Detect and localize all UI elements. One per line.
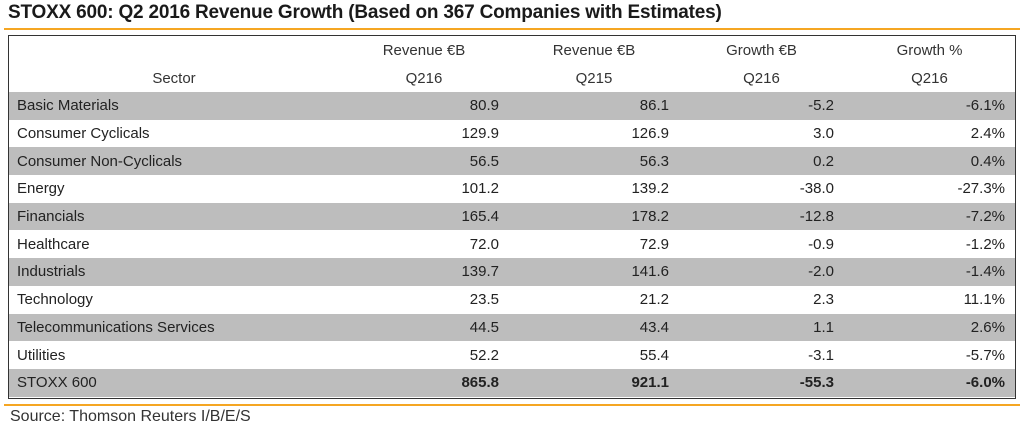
- table-header: Revenue €B Revenue €B Growth €B Growth %…: [9, 36, 1015, 92]
- sector-cell: Telecommunications Services: [9, 313, 339, 342]
- growth-eb-cell: 1.1: [679, 313, 844, 342]
- total-growth-eb-cell: -55.3: [679, 368, 844, 397]
- table-row: Consumer Non-Cyclicals 56.5 56.3 0.2 0.4%: [9, 147, 1015, 176]
- total-row: STOXX 600 865.8 921.1 -55.3 -6.0%: [9, 368, 1015, 397]
- rev-q216-cell: 23.5: [469, 291, 499, 309]
- table-row: Healthcare 72.0 72.9 -0.9 -1.2%: [9, 230, 1015, 258]
- growth-eb-cell: -0.9: [808, 235, 834, 253]
- growth-pct-cell: -1.2%: [965, 235, 1005, 253]
- table-row: Technology 23.5 21.2 2.3 11.1%: [9, 286, 1015, 314]
- header-growth-eb-line1: Growth €B: [726, 41, 797, 59]
- table-row: Consumer Cyclicals 129.9 126.9 3.0 2.4%: [9, 120, 1015, 148]
- rev-q215-cell: 55.4: [639, 346, 669, 364]
- growth-eb-cell: 3.0: [813, 125, 834, 143]
- header-sector-line2: Sector: [152, 69, 196, 87]
- header-rev-q215-line1: Revenue €B: [552, 41, 636, 59]
- growth-eb-cell: 2.3: [813, 291, 834, 309]
- sector-cell: Energy: [17, 180, 65, 198]
- total-rev-q216-cell: 865.8: [339, 368, 509, 397]
- rev-q215-cell: 141.6: [509, 258, 679, 286]
- growth-eb-cell: -3.1: [808, 346, 834, 364]
- header-rev-q216-line2: Q216: [405, 69, 443, 87]
- sector-cell: Utilities: [17, 346, 66, 364]
- growth-pct-cell: -27.3%: [957, 180, 1005, 198]
- sector-cell: Industrials: [9, 258, 339, 286]
- header-growth-pct-line1: Growth %: [896, 41, 963, 59]
- growth-eb-cell: -12.8: [679, 202, 844, 231]
- growth-pct-cell: -1.4%: [844, 258, 1015, 286]
- rev-q216-cell: 165.4: [339, 202, 509, 231]
- table-row: Energy 101.2 139.2 -38.0 -27.3%: [9, 175, 1015, 203]
- growth-pct-cell: -6.1%: [844, 92, 1015, 120]
- total-growth-pct-cell: -6.0%: [844, 368, 1015, 397]
- rev-q216-cell: 129.9: [461, 125, 499, 143]
- table-row: Basic Materials 80.9 86.1 -5.2 -6.1%: [9, 92, 1015, 120]
- header-rev-q216-line1: Revenue €B: [382, 41, 466, 59]
- rev-q215-cell: 72.9: [639, 235, 669, 253]
- growth-eb-cell: 0.2: [679, 147, 844, 176]
- growth-eb-cell: -38.0: [799, 180, 834, 198]
- sector-cell: Consumer Cyclicals: [17, 125, 150, 143]
- table-body: Basic Materials 80.9 86.1 -5.2 -6.1% Consumer…: [9, 92, 1015, 397]
- sector-cell: Consumer Non-Cyclicals: [9, 147, 339, 176]
- growth-pct-cell: 2.4%: [970, 125, 1005, 143]
- rev-q216-cell: 72.0: [469, 235, 499, 253]
- rev-q216-cell: 44.5: [339, 313, 509, 342]
- rev-q215-cell: 86.1: [509, 92, 679, 120]
- top-accent-rule: [4, 28, 1020, 30]
- growth-eb-cell: -2.0: [679, 258, 844, 286]
- growth-eb-cell: -5.2: [679, 92, 844, 120]
- rev-q216-cell: 52.2: [469, 346, 499, 364]
- growth-pct-cell: 11.1%: [963, 291, 1005, 309]
- sector-cell: Basic Materials: [9, 92, 339, 120]
- table-row: Utilities 52.2 55.4 -3.1 -5.7%: [9, 341, 1015, 369]
- growth-pct-cell: 0.4%: [844, 147, 1015, 176]
- rev-q215-cell: 56.3: [509, 147, 679, 176]
- table-row: Telecommunications Services 44.5 43.4 1.1 2.…: [9, 313, 1015, 342]
- header-growth-pct-line2: Q216: [911, 69, 948, 87]
- table-row: Financials 165.4 178.2 -12.8 -7.2%: [9, 202, 1015, 231]
- growth-pct-cell: 2.6%: [844, 313, 1015, 342]
- growth-pct-cell: -7.2%: [844, 202, 1015, 231]
- sector-cell: Financials: [9, 202, 339, 231]
- chart-title: STOXX 600: Q2 2016 Revenue Growth (Based…: [8, 2, 722, 23]
- revenue-growth-table: Revenue €B Revenue €B Growth €B Growth %…: [9, 36, 1015, 397]
- rev-q216-cell: 101.2: [461, 180, 499, 198]
- rev-q216-cell: 56.5: [339, 147, 509, 176]
- total-rev-q215-cell: 921.1: [509, 368, 679, 397]
- sector-cell: Healthcare: [17, 235, 90, 253]
- header-rev-q215-line2: Q215: [575, 69, 613, 87]
- source-note: Source: Thomson Reuters I/B/E/S: [10, 408, 251, 425]
- total-sector-cell: STOXX 600: [9, 368, 339, 397]
- sector-cell: Technology: [17, 291, 93, 309]
- rev-q215-cell: 178.2: [509, 202, 679, 231]
- growth-pct-cell: -5.7%: [965, 346, 1005, 364]
- rev-q215-cell: 126.9: [631, 125, 669, 143]
- header-growth-eb-line2: Q216: [743, 69, 780, 87]
- rev-q215-cell: 21.2: [639, 291, 669, 309]
- rev-q216-cell: 139.7: [339, 258, 509, 286]
- header-sector-line1: [9, 36, 339, 64]
- table-frame: [8, 35, 1016, 399]
- rev-q216-cell: 80.9: [339, 92, 509, 120]
- rev-q215-cell: 139.2: [631, 180, 669, 198]
- rev-q215-cell: 43.4: [509, 313, 679, 342]
- table-row: Industrials 139.7 141.6 -2.0 -1.4%: [9, 258, 1015, 286]
- bottom-accent-rule: [4, 404, 1020, 406]
